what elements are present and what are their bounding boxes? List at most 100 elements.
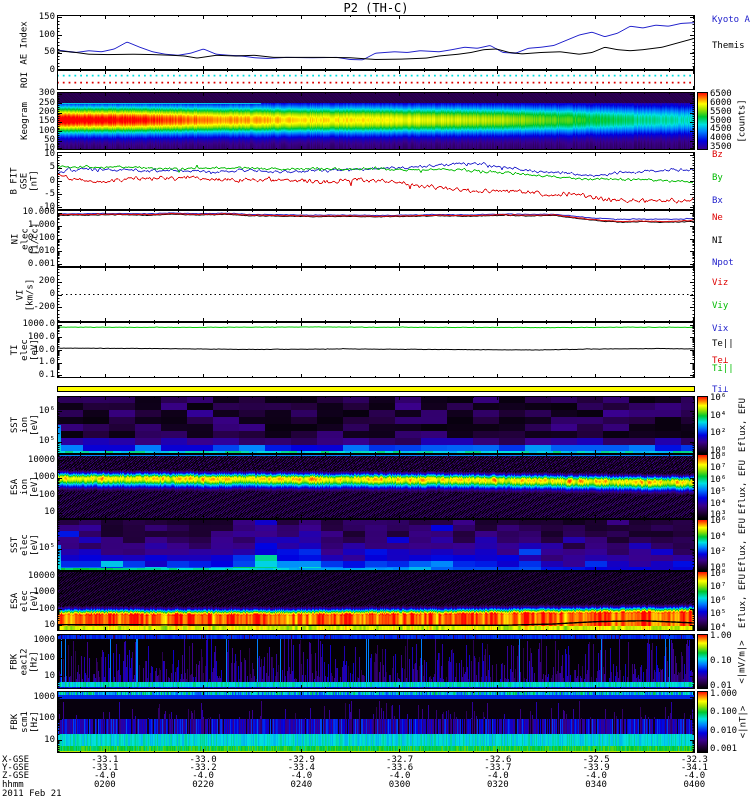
cbtick-esa_ion-5: 10³: [710, 510, 727, 521]
cbtick-fbk_b-1: 0.100: [710, 707, 738, 718]
xaxis-Z-GSE-3: -4.0: [388, 771, 411, 781]
ytick-esa_ion-2: 100: [38, 489, 55, 500]
ytick-density-4: 0.001: [27, 258, 55, 269]
ytick-fbk_b-1: 100: [38, 713, 55, 724]
ytick-fbk_b-0: 1000: [33, 691, 55, 702]
colorbar-esa_elec: [697, 571, 708, 631]
cbtick-keogram-3: 5000: [710, 115, 732, 126]
cbtick-sst_elec-0: 10⁶: [710, 516, 727, 527]
ytick-esa_elec-2: 100: [38, 603, 55, 614]
ytick-esa_elec-3: 10: [44, 619, 55, 630]
ytick-ae-3: 0: [49, 64, 55, 75]
xaxis-Z-GSE-1: -4.0: [192, 771, 214, 781]
xaxis-hhmm-4: 0320: [487, 780, 509, 790]
cbtick-fbk_b-3: 0.001: [710, 744, 738, 755]
cbtick-esa_ion-1: 10⁷: [710, 463, 727, 474]
cbtick-esa_ion-2: 10⁶: [710, 475, 727, 486]
ytick-keogram-2: 200: [38, 107, 55, 118]
xaxis-Y-GSE-3: -33.6: [386, 763, 414, 773]
legend-temp-Te||: Te||: [712, 339, 734, 349]
xaxis-Z-GSE-5: -4.0: [585, 771, 607, 781]
xaxis-Y-GSE-0: -33.1: [91, 763, 119, 773]
colorbar-esa_ion: [697, 454, 708, 519]
xaxis-row-label-X-GSE: X-GSE: [2, 755, 30, 765]
panel-sst_ion-canvas: [57, 396, 695, 454]
panel-keogram-canvas: [57, 92, 695, 150]
cbtick-sst_ion-3: 10⁰: [710, 445, 727, 456]
xaxis-X-GSE-3: -32.7: [386, 755, 414, 765]
legend-temp-Ti⊥: Ti⊥: [712, 385, 729, 395]
cbtick-esa_elec-4: 10⁴: [710, 622, 727, 633]
cbtick-keogram-5: 4000: [710, 132, 732, 143]
cbtick-esa_ion-0: 10⁸: [710, 451, 727, 462]
legend-bfit-Bz: Bz: [712, 150, 723, 160]
cbtick-fbk_b-2: 0.010: [710, 725, 738, 736]
xaxis-hhmm-0: 0200: [94, 780, 116, 790]
cbunit-sst_ion-text: Eflux, EFU: [738, 397, 748, 453]
colorbar-sst_ion: [697, 396, 708, 454]
ylabel-ae: AE Index: [2, 15, 48, 70]
cbunit-fbk_e: <|mV/m|>: [737, 634, 749, 689]
xaxis-Y-GSE-1: -33.2: [189, 763, 217, 773]
legend-bfit-By: By: [712, 173, 723, 183]
xaxis-Y-GSE-5: -33.9: [582, 763, 610, 773]
ytick-fbk_e-1: 100: [38, 652, 55, 663]
ytick-fbk_e-2: 10: [44, 670, 55, 681]
legend-velocity-Vix: Vix: [712, 324, 729, 334]
ylabel-sst_ion-text: SST ion [eV]: [10, 414, 40, 436]
cbtick-esa_elec-1: 10⁷: [710, 582, 727, 592]
xaxis-Z-GSE-4: -4.0: [487, 771, 509, 781]
ytick-velocity-1: 0: [49, 289, 55, 299]
panel-ae-canvas: [57, 15, 695, 70]
ytick-velocity-0: 200: [38, 276, 55, 287]
cbunit-sst_elec-text: Eflux, EFU: [738, 517, 748, 573]
cbunit-sst_ion: Eflux, EFU: [737, 396, 749, 454]
xaxis-X-GSE-4: -32.6: [484, 755, 512, 765]
ytick-keogram-6: 10: [44, 142, 55, 153]
panel-roi-canvas: [57, 70, 695, 90]
panel-fbk_b-canvas: [57, 691, 695, 753]
ytick-ae-0: 150: [38, 11, 55, 22]
cbunit-keogram-text: [counts]: [738, 99, 749, 143]
colorbar-sst_elec: [697, 519, 708, 571]
xaxis-hhmm-3: 0300: [388, 780, 411, 790]
panel-velocity-canvas: [57, 267, 695, 322]
xaxis-hhmm-1: 0220: [192, 780, 214, 790]
ytick-keogram-0: 300: [38, 88, 55, 99]
cbunit-fbk_b-text: <|nT|>: [738, 705, 749, 739]
cbtick-sst_ion-2: 10²: [710, 428, 727, 439]
legend-density-Npot: Npot: [712, 258, 734, 268]
ytick-velocity-2: -200: [33, 301, 55, 312]
cbunit-sst_elec: Eflux, EFU: [737, 517, 749, 573]
cbunit-esa_ion-text: Eflux, EFU: [738, 459, 748, 514]
ylabel-ae-text: AE Index: [19, 20, 30, 65]
ylabel-roi: ROI: [2, 70, 48, 90]
xaxis-hhmm-2: 0240: [290, 780, 313, 790]
ytick-temp-2: 10.0: [33, 344, 55, 355]
cbunit-fbk_e-text: <|mV/m|>: [738, 639, 749, 684]
plot-title: P2 (TH-C): [343, 1, 409, 15]
ytick-density-3: 0.010: [27, 245, 55, 256]
cbtick-sst_elec-2: 10²: [710, 547, 727, 558]
ytick-temp-3: 1.0: [38, 357, 55, 368]
panel-fbk_e-canvas: [57, 634, 695, 689]
ytick-density-0: 10.000: [22, 207, 55, 218]
cbunit-esa_elec: Eflux, EFU: [737, 571, 749, 631]
ytick-sst_elec-0: 10⁵: [38, 543, 55, 554]
xaxis-row-label-hhmm: hhmm: [2, 780, 24, 790]
xaxis-Z-GSE-2: -4.0: [290, 771, 313, 781]
xaxis-X-GSE-0: -33.1: [91, 755, 119, 765]
panel-roibar-canvas: [57, 386, 695, 392]
ytick-esa_ion-1: 1000: [33, 472, 55, 483]
cbtick-keogram-1: 6000: [710, 98, 732, 109]
ytick-fbk_b-2: 10: [44, 734, 55, 745]
ytick-esa_elec-0: 10000: [27, 571, 55, 582]
ytick-density-1: 1.000: [27, 220, 55, 231]
legend-bfit-Bx: Bx: [712, 196, 723, 206]
ytick-temp-0: 1000.0: [22, 319, 55, 330]
cbtick-sst_elec-3: 10⁰: [710, 562, 727, 573]
colorbar-keogram: [697, 92, 708, 150]
panel-sst_elec-canvas: [57, 519, 695, 571]
cbtick-esa_elec-2: 10⁶: [710, 595, 727, 606]
legend-velocity-Viy: Viy: [712, 301, 729, 311]
